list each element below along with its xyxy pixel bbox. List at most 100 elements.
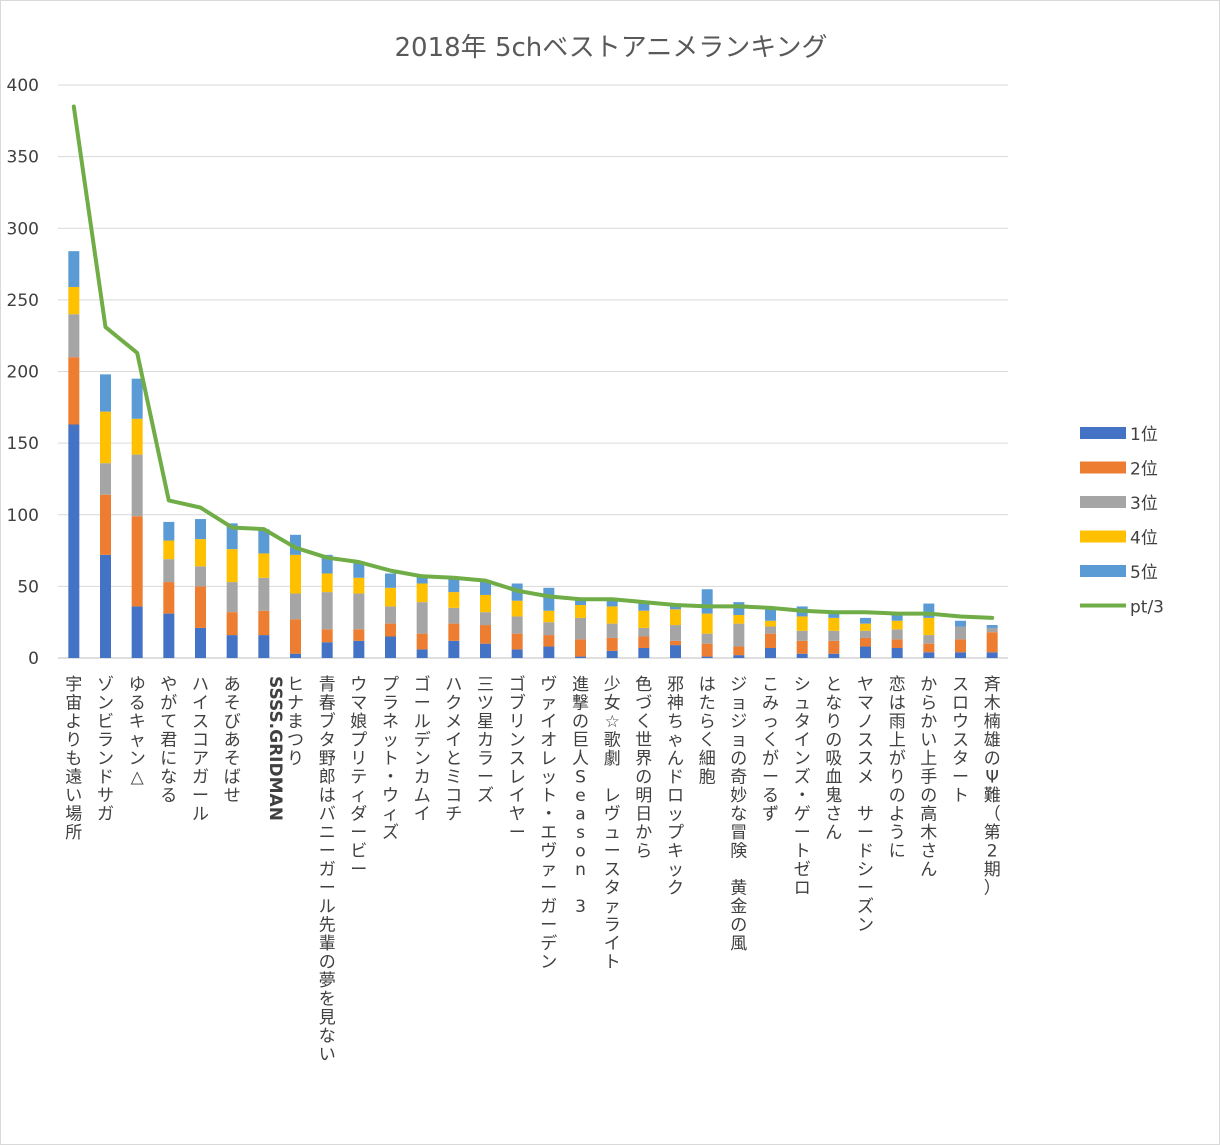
category-label-char: 奇 (730, 768, 747, 788)
category-label-char: ー (192, 786, 209, 806)
category-label-char: ト (794, 842, 811, 862)
category-label-char: 神 (667, 694, 684, 714)
category-label: 三ツ星カラーズ (477, 675, 494, 806)
category-label-char: は (699, 675, 716, 695)
category-label-char: 輩 (319, 934, 336, 954)
bar-segment (131, 454, 143, 517)
category-label-char: ノ (857, 712, 874, 732)
bar-segment (290, 619, 301, 654)
category-label-char: ロ (952, 694, 969, 714)
category-label-char: レ (509, 768, 526, 788)
category-label-char: メ (857, 768, 874, 788)
bar-segment (891, 612, 903, 621)
category-label-char: ヤ (509, 805, 526, 825)
category-label-char: 細 (699, 749, 716, 769)
category-label-char: ん (920, 860, 937, 880)
category-label-char: ウ (952, 712, 969, 732)
legend-label: pt/3 (1130, 598, 1164, 618)
category-label-char: さ (920, 842, 937, 862)
bar-segment (828, 653, 840, 658)
category-label-char: く (762, 731, 779, 751)
bar-segment (701, 643, 713, 657)
category-label-char: 手 (920, 768, 937, 788)
bar-segment (195, 519, 206, 540)
bar-segment (765, 626, 776, 634)
y-tick-label: 150 (7, 434, 39, 454)
category-label-char: そ (224, 749, 241, 769)
category-label-char: 黄 (730, 879, 747, 899)
bar-segment (385, 623, 396, 637)
category-label-char: ビ (350, 842, 367, 862)
category-label-char: デ (414, 730, 431, 751)
category-label-char: ア (192, 749, 209, 769)
category-label-char: こ (762, 675, 779, 695)
bar-segment (543, 610, 555, 623)
bar-segment (511, 616, 523, 634)
category-label-char: ラ (477, 749, 494, 769)
category-label-char: の (730, 749, 747, 769)
category-label-char: イ (414, 805, 431, 825)
bar-segment (258, 577, 270, 611)
category-label-char: さ (825, 805, 842, 825)
y-tick-label: 300 (7, 219, 39, 239)
category-label-char: Ψ (986, 768, 999, 788)
category-label-char: ニ (319, 823, 336, 843)
category-label-char: ト (604, 953, 621, 973)
bar-segment (68, 424, 80, 658)
category-label-char: り (65, 731, 82, 751)
y-tick-label: 0 (28, 649, 39, 669)
category-label: 青春ブタ野郎はバニーガール先輩の夢を見ない (319, 675, 336, 1065)
bar-segment (226, 612, 238, 636)
category-label-char: ら (699, 712, 716, 732)
legend-swatch (1080, 530, 1126, 543)
category-label-char: ィ (382, 805, 399, 825)
bar-segment (321, 592, 333, 630)
bar-segment (68, 314, 80, 358)
bar-segment (195, 539, 206, 567)
category-label-char: が (762, 749, 779, 769)
category-label-char: ロ (794, 879, 811, 899)
category-label-char: 日 (635, 805, 652, 825)
y-axis-ticks: 0 50 100 150 200 250 300 350 400 (7, 76, 39, 669)
category-label-char: 上 (920, 749, 937, 769)
legend-label: 4位 (1130, 529, 1158, 549)
y-tick-label: 100 (7, 506, 39, 526)
bar-segment (891, 629, 903, 640)
bar-segment (416, 649, 428, 658)
legend-label: 5位 (1130, 563, 1158, 583)
category-label-char: て (160, 712, 177, 732)
category-label-char: い (65, 786, 82, 806)
category-label-char: ー (857, 823, 874, 843)
gridlines (58, 84, 1008, 659)
bar-segment (100, 494, 111, 555)
category-label-char: っ (762, 712, 779, 732)
bar-segment (131, 378, 143, 419)
category-label-char: ン (509, 731, 526, 751)
category-label-char: コ (192, 731, 209, 751)
category-label-char: ン (97, 694, 114, 714)
category-label: 少女☆歌劇 レヴュースタァライト (604, 675, 621, 973)
category-label: 邪神ちゃんドロップキック (667, 675, 684, 899)
category-label-char: キ (129, 712, 146, 732)
bar-segment (511, 600, 523, 617)
category-label-char: ョ (730, 694, 747, 714)
category-label-char: コ (445, 786, 462, 806)
bar-segment (353, 629, 365, 641)
category-label-char: ー (319, 842, 336, 862)
category-label-char: ー (762, 768, 779, 788)
bar-segment (416, 602, 428, 634)
bar-segment (100, 554, 111, 658)
category-label-char: ミ (445, 768, 462, 788)
category-label-char: ズ (382, 823, 399, 843)
category-label-char: 木 (920, 823, 937, 843)
category-label-char: s (576, 823, 585, 843)
category-label-char: 妙 (730, 786, 747, 806)
category-label-char: 人 (572, 749, 589, 769)
bar-segment (828, 612, 840, 618)
bar-segment (353, 577, 365, 594)
category-label-char: る (762, 786, 779, 806)
category-label-char: ル (192, 805, 209, 825)
category-label-char: り (889, 768, 906, 788)
category-label-char: 第 (984, 823, 1001, 843)
category-label-char: ガ (540, 897, 557, 917)
